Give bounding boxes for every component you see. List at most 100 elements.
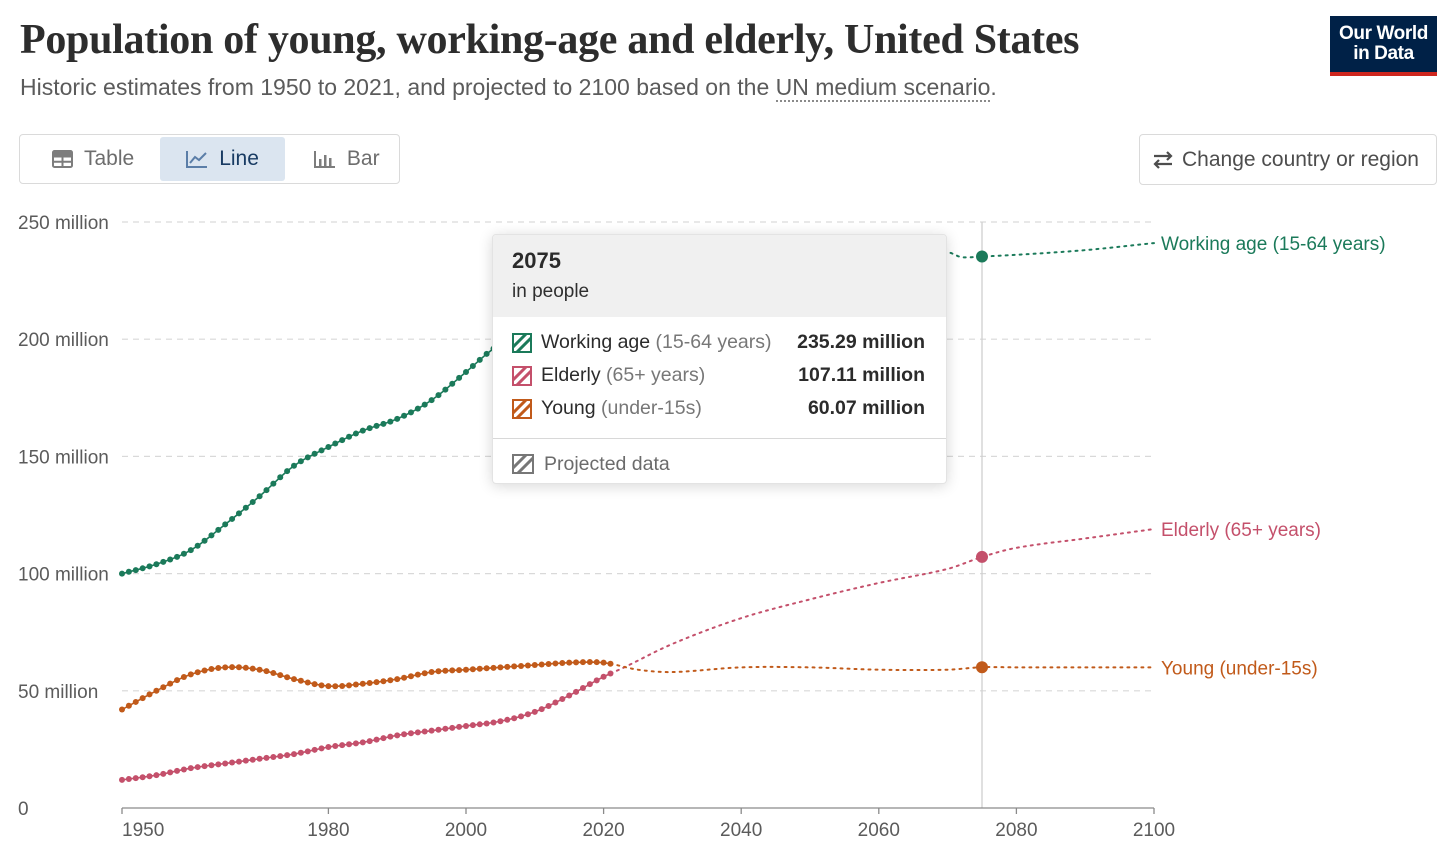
x-tick-label: 2100 <box>1133 820 1175 841</box>
series-1[interactable] <box>119 528 1155 783</box>
x-tick-label: 2020 <box>582 820 624 841</box>
data-point <box>401 731 408 738</box>
data-point <box>277 474 284 481</box>
view-tabs: Table Line Bar <box>19 134 400 184</box>
un-scenario-link[interactable]: UN medium scenario <box>775 74 991 102</box>
data-point <box>401 674 408 681</box>
data-point <box>201 537 208 544</box>
tooltip-series-label: Working age <box>541 331 651 353</box>
data-point <box>284 468 291 475</box>
tab-bar[interactable]: Bar <box>285 137 406 181</box>
hover-point <box>976 661 988 674</box>
bar-chart-icon <box>313 150 336 168</box>
data-point <box>593 677 600 684</box>
series-2[interactable] <box>119 659 1155 713</box>
swap-arrows-icon <box>1152 150 1174 170</box>
data-point <box>531 662 538 669</box>
data-point <box>174 677 181 684</box>
data-point <box>318 447 325 454</box>
data-point <box>586 681 593 688</box>
data-point <box>208 666 215 673</box>
data-point <box>407 730 414 737</box>
data-point <box>277 672 284 679</box>
data-point <box>125 775 132 782</box>
change-region-button[interactable]: Change country or region <box>1139 134 1437 185</box>
data-point <box>297 458 304 465</box>
projection-line <box>609 528 1155 675</box>
tooltip-series-name: Young (under-15s) <box>541 397 702 420</box>
x-tick-label: 2040 <box>720 820 762 841</box>
data-point <box>579 685 586 692</box>
tab-table[interactable]: Table <box>23 137 160 181</box>
data-point <box>325 683 332 690</box>
hatch-swatch-icon <box>512 454 534 474</box>
data-point <box>380 678 387 685</box>
data-point <box>586 659 593 666</box>
data-point <box>607 660 614 667</box>
data-point <box>559 696 566 703</box>
data-point <box>435 726 442 733</box>
data-point <box>380 420 387 427</box>
tooltip-header: 2075 in people <box>493 235 946 317</box>
data-point <box>366 680 373 687</box>
projection-line <box>609 662 1155 674</box>
data-point <box>277 753 284 760</box>
data-point <box>497 664 504 671</box>
data-point <box>297 677 304 684</box>
owid-logo[interactable]: Our World in Data <box>1330 16 1437 76</box>
data-point <box>125 568 132 575</box>
series-end-label: Working age (15-64 years) <box>1161 234 1386 255</box>
data-point <box>407 409 414 416</box>
data-point <box>194 669 201 676</box>
data-point <box>332 440 339 447</box>
data-point <box>600 673 607 680</box>
data-point <box>524 662 531 669</box>
data-point <box>153 561 160 568</box>
data-point <box>311 746 318 753</box>
data-point <box>442 725 449 732</box>
data-point <box>304 454 311 461</box>
data-point <box>566 659 573 666</box>
data-point <box>449 380 456 387</box>
data-point <box>229 664 236 671</box>
data-point <box>511 715 518 722</box>
data-point <box>387 418 394 425</box>
data-point <box>125 702 132 709</box>
data-point <box>146 563 153 570</box>
data-point <box>504 716 511 723</box>
data-point <box>463 722 469 729</box>
hatch-swatch-icon <box>512 332 532 353</box>
data-point <box>552 699 559 706</box>
data-point <box>339 742 346 749</box>
data-point <box>291 462 297 469</box>
data-point <box>483 720 490 727</box>
data-point <box>483 665 490 672</box>
data-point <box>263 754 270 761</box>
chart-title: Population of young, working-age and eld… <box>20 17 1080 63</box>
data-point <box>463 666 469 673</box>
data-point <box>359 739 366 746</box>
change-region-label: Change country or region <box>1182 147 1419 171</box>
y-tick-label: 250 million <box>18 213 109 234</box>
tooltip-year: 2075 <box>512 248 561 273</box>
tooltip-series-sublabel: (65+ years) <box>606 364 706 386</box>
data-point <box>421 670 428 677</box>
data-point <box>607 670 614 677</box>
x-tick-label: 1980 <box>307 820 349 841</box>
data-point <box>490 719 497 726</box>
chart-subtitle: Historic estimates from 1950 to 2021, an… <box>20 74 997 102</box>
data-point <box>235 664 242 671</box>
data-point <box>483 350 490 357</box>
data-point <box>600 659 607 666</box>
data-point <box>249 499 256 506</box>
tab-line-label: Line <box>219 147 259 170</box>
data-point <box>456 667 463 674</box>
data-point <box>235 510 242 517</box>
data-point <box>318 745 325 752</box>
tab-line[interactable]: Line <box>160 137 285 181</box>
data-point <box>559 659 566 666</box>
data-point <box>215 665 222 672</box>
tooltip-value: 235.29 million <box>797 331 925 353</box>
tooltip-value: 107.11 million <box>798 364 925 386</box>
data-point <box>566 692 573 699</box>
